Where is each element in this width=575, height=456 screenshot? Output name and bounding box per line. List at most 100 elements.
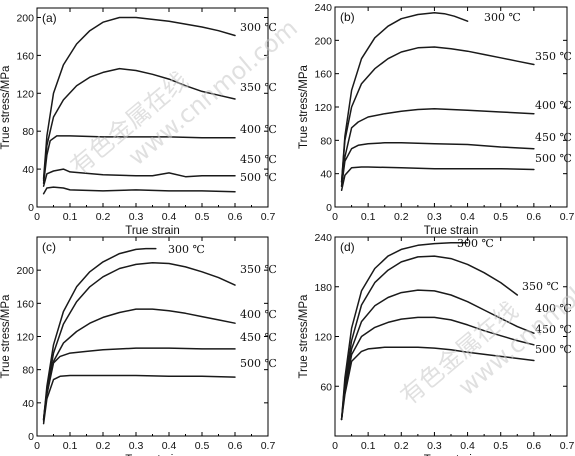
series-line-300C [340,12,469,183]
series-line-400C [340,289,535,421]
series-label: 300 ℃ [457,237,494,250]
y-tick-label: 240 [314,232,332,244]
y-tick-label: 80 [320,135,332,147]
x-tick-label: 0.4 [460,211,475,223]
panel-label: (c) [42,240,56,254]
y-tick-label: 0 [28,202,34,214]
x-tick-label: 0.3 [427,440,442,452]
x-tick-label: 0.3 [129,440,144,452]
x-tick-label: 0.2 [394,440,409,452]
series-line-500C [340,166,535,192]
y-tick-label: 200 [16,265,34,277]
y-tick-label: 200 [314,35,332,47]
series-label: 450 ℃ [240,331,277,344]
series-line-450C [42,168,236,187]
panel-label: (a) [42,11,57,25]
series-line-350C [340,46,535,183]
x-tick-label: 0 [332,440,338,452]
series-label: 300 ℃ [484,11,521,24]
x-tick-label: 0.6 [527,440,542,452]
series-label: 400 ℃ [535,302,572,315]
series-label: 350 ℃ [240,263,277,276]
x-tick-label: 0.7 [560,440,575,452]
x-axis-title: True strain [424,225,479,237]
series-label: 400 ℃ [535,99,572,112]
y-axis-title: True stress/MPa [0,294,12,379]
series-line-400C [42,135,236,185]
x-tick-label: 0.7 [261,440,276,452]
series-line-450C [340,142,535,187]
y-tick-label: 120 [314,102,332,114]
series-line-450C [340,316,535,421]
series-line-500C [340,346,535,421]
x-tick-label: 0.6 [527,211,542,223]
series-line-350C [340,255,519,421]
y-axis-title: True stress/MPa [0,65,12,150]
x-tick-label: 0.4 [162,440,177,452]
panel-a: 0 0.1 0.2 0.3 0.4 0.5 0.6 0.7 0 40 80 120 160 200 True… [0,7,277,237]
series-label: 350 ℃ [522,280,559,293]
x-axis-title: True strain [125,225,180,237]
y-tick-label: 40 [22,398,34,410]
x-tick-label: 0.5 [493,211,508,223]
panel-d: 0 0.1 0.2 0.3 0.4 0.5 0.6 0.7 60 120 180 240 True st… [298,232,574,456]
x-tick-label: 0.6 [228,440,243,452]
series-label: 500 ℃ [240,171,277,184]
series-label: 500 ℃ [535,152,572,165]
x-tick-label: 0.4 [162,211,177,223]
plot-frame [334,6,568,208]
x-tick-label: 0.1 [63,211,78,223]
x-axis-title: True strain [424,454,479,456]
series-label: 450 ℃ [535,131,572,144]
series-label: 500 ℃ [535,343,572,356]
series-line-350C [42,261,236,421]
panel-label: (d) [340,240,355,254]
x-tick-label: 0.2 [96,440,111,452]
x-axis-title: True strain [125,454,180,456]
series-line-450C [42,347,236,422]
x-tick-label: 0.2 [96,211,111,223]
y-tick-label: 180 [314,282,332,294]
x-tick-label: 0.3 [129,211,144,223]
y-tick-label: 120 [16,88,34,100]
y-tick-label: 120 [314,332,332,344]
y-tick-label: 40 [22,164,34,176]
series-line-500C [42,374,236,425]
x-tick-label: 0.7 [560,211,575,223]
x-tick-label: 0.1 [361,211,376,223]
series-line-300C [340,242,469,421]
series-line-300C [42,247,157,421]
y-tick-label: 160 [314,69,332,81]
series-label: 350 ℃ [535,50,572,63]
y-tick-label: 40 [320,169,332,181]
y-tick-label: 60 [320,381,332,393]
series-label: 500 ℃ [240,357,277,370]
x-tick-label: 0 [34,211,40,223]
series-line-500C [42,186,236,195]
series-line-300C [42,16,236,180]
series-label: 450 ℃ [240,153,277,166]
y-tick-label: 160 [16,298,34,310]
y-tick-label: 0 [326,202,332,214]
y-tick-label: 80 [22,126,34,138]
y-tick-label: 240 [314,2,332,14]
series-label: 400 ℃ [240,308,277,321]
series-label: 300 ℃ [168,243,205,256]
panel-label: (b) [340,10,355,24]
x-tick-label: 0.2 [394,211,409,223]
y-axis-title: True stress/MPa [298,64,310,149]
x-tick-label: 0.4 [460,440,475,452]
series-line-350C [42,67,236,182]
series-label: 300 ℃ [240,21,277,34]
x-tick-label: 0.5 [195,440,210,452]
x-tick-label: 0 [34,440,40,452]
x-tick-label: 0.5 [493,440,508,452]
series-label: 350 ℃ [240,81,277,94]
y-tick-label: 120 [16,332,34,344]
series-line-400C [42,308,236,421]
x-tick-label: 0.6 [228,211,243,223]
y-tick-label: 80 [22,365,34,377]
x-tick-label: 0.1 [361,440,376,452]
x-tick-label: 0.1 [63,440,78,452]
